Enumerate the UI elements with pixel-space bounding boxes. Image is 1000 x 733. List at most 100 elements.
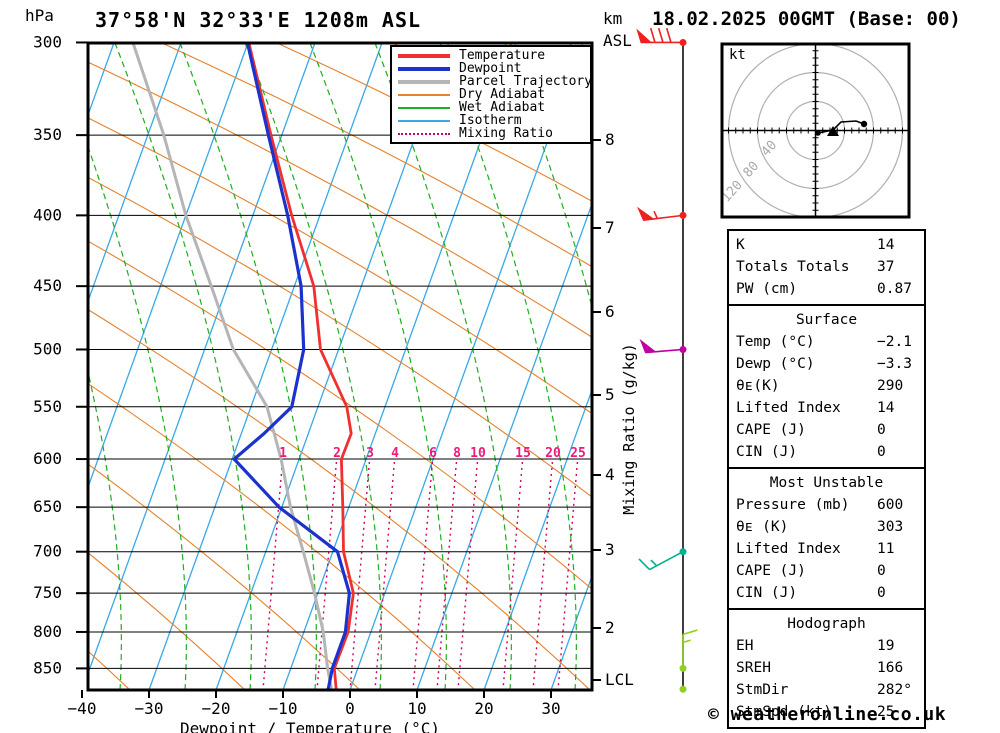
hodograph-unit-label: kt bbox=[729, 47, 746, 63]
hodograph-border bbox=[720, 42, 911, 219]
table-section: K 14 Totals Totals 37 PW (cm) 0.87 bbox=[729, 231, 924, 306]
table-row-label: CIN (J) bbox=[736, 585, 798, 601]
legend-item-label: Mixing Ratio bbox=[459, 126, 553, 141]
legend-item: Mixing Ratio bbox=[398, 127, 590, 140]
svg-text:700: 700 bbox=[33, 542, 62, 561]
svg-text:LCL: LCL bbox=[605, 670, 634, 689]
legend-line-sample bbox=[398, 93, 450, 96]
table-row-label: Temp (°C) bbox=[736, 334, 815, 350]
legend-item: Wet Adiabat bbox=[398, 101, 590, 114]
mixing-ratio-labels: 1 2 3 4 6 8 10 15 20 25 bbox=[279, 446, 586, 461]
svg-text:7: 7 bbox=[605, 218, 615, 237]
table-row: Lifted Index 14 bbox=[729, 397, 924, 419]
legend-item-label: Dewpoint bbox=[459, 61, 522, 76]
wind-barb bbox=[637, 206, 687, 221]
legend-item-label: Temperature bbox=[459, 48, 546, 63]
svg-text:8: 8 bbox=[453, 446, 461, 461]
table-row-label: K bbox=[736, 237, 745, 253]
table-row-value: 600 bbox=[877, 497, 904, 513]
table-row-label: CAPE (J) bbox=[736, 422, 806, 438]
table-row-label: Totals Totals bbox=[736, 259, 850, 275]
table-row-value: 0.87 bbox=[877, 281, 912, 297]
table-row: StmSpd (kt) 25 bbox=[729, 701, 924, 723]
isotherm-lines bbox=[88, 43, 592, 690]
table-row-label: StmDir bbox=[736, 682, 789, 698]
hodograph-trace bbox=[817, 120, 865, 134]
table-row: SREH 166 bbox=[729, 657, 924, 679]
legend-line-sample bbox=[398, 119, 450, 122]
table-row-label: Lifted Index bbox=[736, 541, 841, 557]
svg-text:6: 6 bbox=[429, 446, 437, 461]
svg-text:20: 20 bbox=[545, 446, 561, 461]
svg-text:−10: −10 bbox=[269, 699, 298, 718]
table-row-value: 166 bbox=[877, 660, 904, 676]
table-row-value: 14 bbox=[877, 400, 895, 416]
wind-barb-column bbox=[636, 27, 698, 693]
svg-text:Dewpoint / Temperature (°C): Dewpoint / Temperature (°C) bbox=[180, 719, 440, 733]
table-row: PW (cm) 0.87 bbox=[729, 278, 924, 300]
table-row-value: −3.3 bbox=[877, 356, 912, 372]
table-row: EH 19 bbox=[729, 635, 924, 657]
svg-text:6: 6 bbox=[605, 302, 615, 321]
svg-text:600: 600 bbox=[33, 449, 62, 468]
copyright: © weatheronline.co.uk bbox=[708, 704, 947, 725]
parcel-trajectory-curve bbox=[131, 43, 333, 690]
dewpoint-curve bbox=[232, 43, 351, 690]
table-section: Hodograph EH 19 SREH 166 StmDir 282° StmSpd (kt… bbox=[729, 610, 924, 727]
table-row-value: 11 bbox=[877, 541, 895, 557]
table-section-title: Most Unstable bbox=[769, 475, 884, 491]
legend-item: Parcel Trajectory bbox=[398, 75, 592, 88]
table-row-label: θᴇ(K) bbox=[736, 378, 780, 394]
table-row-label: StmSpd (kt) bbox=[736, 704, 833, 720]
svg-text:300: 300 bbox=[33, 32, 62, 51]
pressure-axis: 300 350 400 450 500 550 600 650 700 750 800 850 bbox=[33, 32, 88, 677]
svg-text:10: 10 bbox=[407, 699, 426, 718]
svg-text:650: 650 bbox=[33, 497, 62, 516]
svg-text:1: 1 bbox=[279, 446, 287, 461]
wind-barb bbox=[639, 338, 687, 354]
legend-line-sample bbox=[398, 79, 450, 84]
table-row-value: 0 bbox=[877, 444, 886, 460]
table-row: θᴇ(K) 290 bbox=[729, 375, 924, 397]
table-section: Most Unstable Pressure (mb) 600 θᴇ (K) 303 Li… bbox=[729, 469, 924, 610]
table-row-value: −2.1 bbox=[877, 334, 912, 350]
mixing-ratio-axis-label: Mixing Ratio (g/kg) bbox=[620, 343, 638, 515]
altitude-axis-unit: km ASL bbox=[603, 9, 632, 50]
svg-text:4: 4 bbox=[391, 446, 399, 461]
table-row: CIN (J) 0 bbox=[729, 582, 924, 604]
svg-text:−20: −20 bbox=[202, 699, 231, 718]
storm-motion-marker bbox=[827, 126, 839, 136]
svg-text:3: 3 bbox=[605, 540, 615, 559]
svg-text:−30: −30 bbox=[135, 699, 164, 718]
legend-item-label: Wet Adiabat bbox=[459, 100, 546, 115]
wind-barb bbox=[638, 548, 687, 571]
table-row: Pressure (mb) 600 bbox=[729, 494, 924, 516]
temperature-curve bbox=[247, 43, 355, 690]
legend-item: Dewpoint bbox=[398, 62, 590, 75]
plot-border bbox=[86, 41, 594, 692]
svg-text:10: 10 bbox=[470, 446, 486, 461]
table-row-label: Dewp (°C) bbox=[736, 356, 815, 372]
table-row: Totals Totals 37 bbox=[729, 256, 924, 278]
legend-line-sample bbox=[398, 53, 450, 58]
wind-barb bbox=[679, 685, 687, 693]
datetime-label: 18.02.2025 00GMT (Base: 00) bbox=[652, 8, 961, 30]
table-row: θᴇ (K) 303 bbox=[729, 516, 924, 538]
legend-line-sample bbox=[398, 106, 450, 109]
table-row-value: 0 bbox=[877, 422, 886, 438]
svg-text:850: 850 bbox=[33, 658, 62, 677]
legend-item: Dry Adiabat bbox=[398, 88, 590, 101]
pressure-axis-unit: hPa bbox=[25, 6, 54, 25]
svg-text:20: 20 bbox=[474, 699, 493, 718]
legend-line-sample bbox=[398, 132, 450, 135]
svg-text:350: 350 bbox=[33, 125, 62, 144]
svg-text:3: 3 bbox=[366, 446, 374, 461]
table-row: StmDir 282° bbox=[729, 679, 924, 701]
svg-text:40: 40 bbox=[759, 138, 781, 160]
table-row: CIN (J) 0 bbox=[729, 441, 924, 463]
table-row: Temp (°C) −2.1 bbox=[729, 331, 924, 353]
table-row-value: 19 bbox=[877, 638, 895, 654]
table-row-label: CIN (J) bbox=[736, 444, 798, 460]
